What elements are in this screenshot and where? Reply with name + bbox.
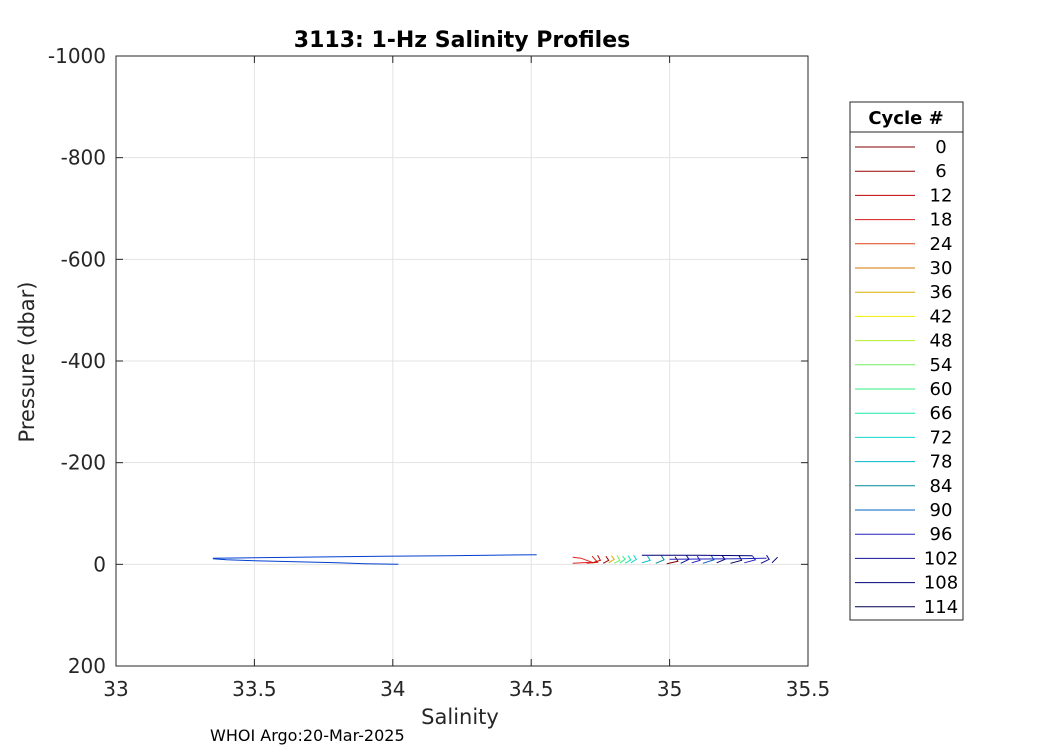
profile-line bbox=[619, 555, 627, 564]
profile-line bbox=[572, 556, 593, 564]
profile-line bbox=[641, 554, 753, 557]
y-axis-label: Pressure (dbar) bbox=[15, 282, 39, 443]
profile-line bbox=[760, 554, 770, 564]
legend-label: 30 bbox=[930, 258, 953, 279]
legend-label: 96 bbox=[930, 524, 953, 545]
legend-label: 6 bbox=[935, 161, 946, 182]
profile-line bbox=[669, 557, 767, 560]
profile-line bbox=[641, 555, 651, 564]
y-axis-ticks: -1000 -800 -600 -400 -200 0 200 bbox=[48, 44, 808, 678]
legend-label: 24 bbox=[930, 234, 953, 255]
legend-label: 114 bbox=[924, 597, 958, 618]
x-tick-label: 35.5 bbox=[786, 677, 831, 701]
legend-label: 12 bbox=[930, 185, 953, 206]
legend-box bbox=[849, 101, 964, 621]
x-tick-label: 33 bbox=[103, 677, 128, 701]
legend: Cycle # 0 6 12 18 24 30 36 42 48 54 60 66 72 78 84 90 96… bbox=[849, 101, 964, 621]
profile-line bbox=[744, 555, 757, 564]
x-tick-label: 33.5 bbox=[232, 677, 277, 701]
legend-label: 72 bbox=[930, 427, 953, 448]
profile-line bbox=[630, 554, 638, 564]
x-tick-label: 35 bbox=[657, 677, 682, 701]
x-axis-label: Salinity bbox=[421, 705, 499, 729]
y-tick-label: -200 bbox=[61, 451, 106, 475]
y-tick-label: 0 bbox=[93, 552, 106, 576]
legend-label: 42 bbox=[930, 306, 953, 327]
profile-line bbox=[702, 554, 715, 564]
profile-line bbox=[591, 554, 602, 564]
footer-text: WHOI Argo:20-Mar-2025 bbox=[210, 726, 405, 745]
profile-line bbox=[212, 558, 399, 565]
y-tick-label: -1000 bbox=[48, 44, 106, 68]
legend-label: 36 bbox=[930, 282, 953, 303]
legend-items: 0 6 12 18 24 30 36 42 48 54 60 66 72 78 84 90 96 102 108 11… bbox=[855, 137, 958, 618]
profile-line bbox=[625, 555, 632, 564]
y-tick-label: -800 bbox=[61, 146, 106, 170]
x-tick-label: 34 bbox=[380, 677, 405, 701]
legend-label: 102 bbox=[924, 548, 958, 569]
x-axis-ticks: 33 33.5 34 34.5 35 35.5 bbox=[103, 56, 830, 701]
y-tick-label: 200 bbox=[68, 654, 106, 678]
profile-line bbox=[691, 555, 701, 564]
profile-line bbox=[655, 555, 665, 564]
profile-line bbox=[666, 556, 679, 565]
legend-label: 0 bbox=[935, 137, 946, 158]
legend-label: 66 bbox=[930, 403, 953, 424]
profile-line bbox=[212, 554, 537, 559]
legend-label: 18 bbox=[930, 210, 953, 231]
profile-line bbox=[730, 554, 743, 564]
profile-line bbox=[608, 555, 615, 564]
profile-line bbox=[771, 556, 778, 564]
data-series-group bbox=[212, 554, 778, 565]
chart-title: 3113: 1-Hz Salinity Profiles bbox=[294, 28, 630, 53]
legend-label: 84 bbox=[930, 476, 953, 497]
profile-line bbox=[613, 554, 621, 564]
x-tick-label: 34.5 bbox=[509, 677, 554, 701]
legend-label: 54 bbox=[930, 355, 953, 376]
legend-label: 60 bbox=[930, 379, 953, 400]
profile-line bbox=[602, 555, 610, 564]
legend-label: 78 bbox=[930, 452, 953, 473]
y-tick-label: -600 bbox=[61, 247, 106, 271]
legend-label: 48 bbox=[930, 331, 953, 352]
y-tick-label: -400 bbox=[61, 349, 106, 373]
legend-label: 90 bbox=[930, 500, 953, 521]
legend-label: 108 bbox=[924, 573, 958, 594]
legend-title: Cycle # bbox=[868, 108, 943, 129]
